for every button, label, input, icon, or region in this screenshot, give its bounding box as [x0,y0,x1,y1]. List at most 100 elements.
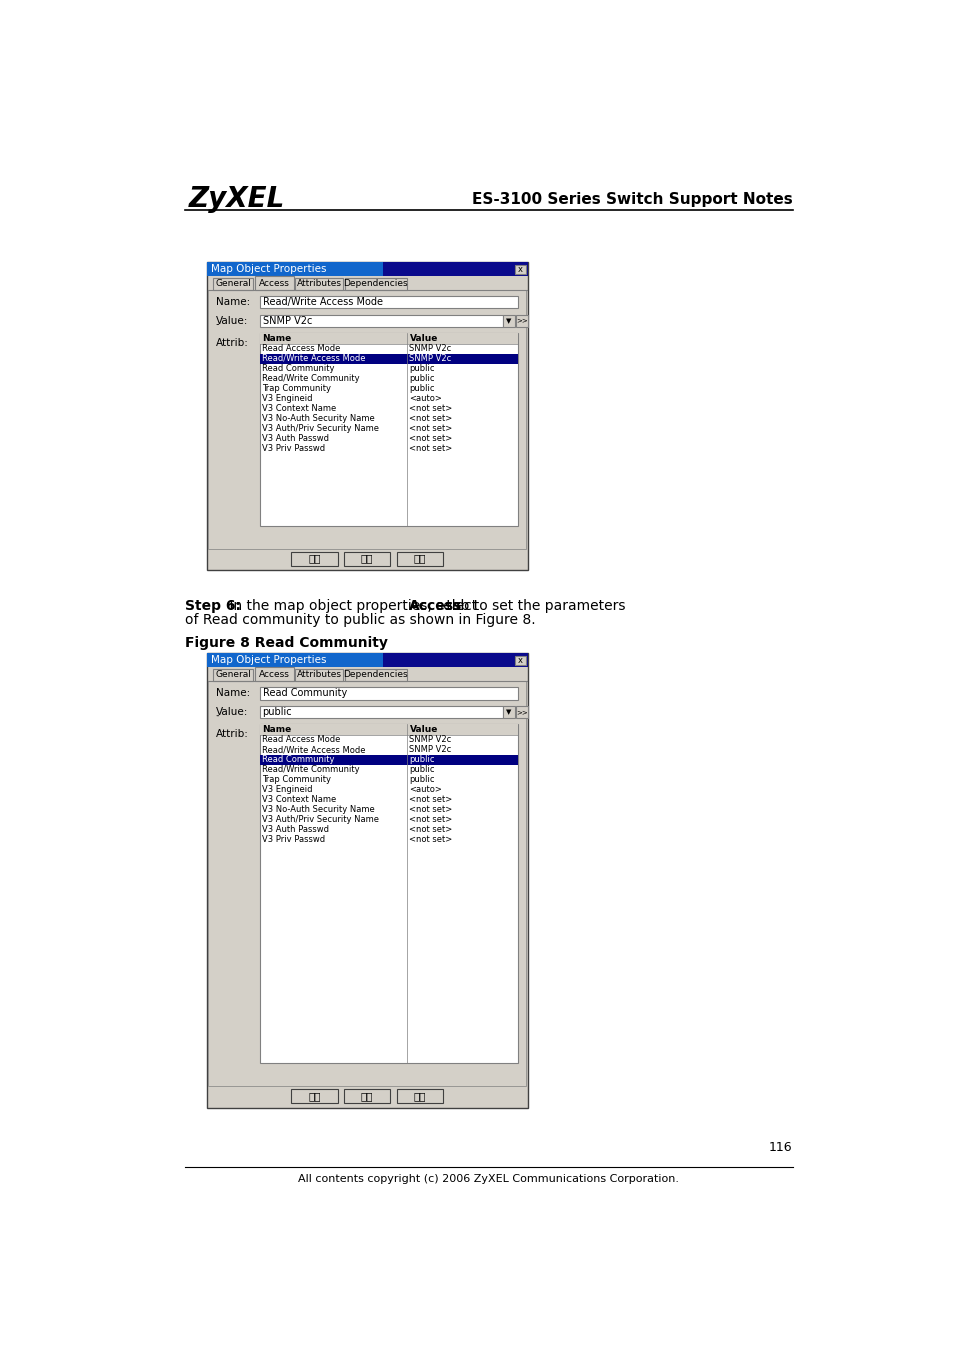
Text: x: x [517,655,522,665]
Text: Read/Write Community: Read/Write Community [261,765,359,774]
Text: <not set>: <not set> [409,444,452,453]
Bar [213,277,253,290]
Text: V3 Engineid: V3 Engineid [261,394,312,403]
Bar [294,277,343,290]
Bar [207,262,382,276]
Text: Access: Access [258,278,290,288]
Bar [259,334,517,345]
Text: SNMP V2c: SNMP V2c [409,345,451,353]
Text: 說明: 說明 [414,554,426,563]
Bar [254,667,294,681]
Text: 確定: 確定 [308,554,320,563]
Bar [259,354,517,363]
Text: <auto>: <auto> [409,785,441,794]
Bar [294,669,343,681]
Text: >>: >> [516,317,528,324]
Bar [207,654,527,667]
Text: public: public [409,755,435,765]
Text: SNMP V2c: SNMP V2c [409,746,451,754]
Text: Dependencies: Dependencies [343,670,408,680]
Bar [516,315,528,327]
Bar [259,296,517,308]
Text: Read/Write Access Mode: Read/Write Access Mode [261,354,365,363]
Text: Trap Community: Trap Community [261,775,331,784]
Text: >>: >> [516,709,528,715]
Text: SNMP V2c: SNMP V2c [409,354,451,363]
Text: Read Access Mode: Read Access Mode [261,735,340,744]
Bar [207,654,527,1108]
Text: V3 Engineid: V3 Engineid [261,785,312,794]
Text: V3 No-Auth Security Name: V3 No-Auth Security Name [261,805,375,815]
Bar [344,669,406,681]
Text: Access: Access [409,600,462,613]
Text: Name:: Name: [216,689,250,698]
Text: <auto>: <auto> [409,394,441,403]
Text: General: General [215,280,251,288]
Bar [502,315,515,327]
Text: <not set>: <not set> [409,835,452,844]
Text: All contents copyright (c) 2006 ZyXEL Communications Corporation.: All contents copyright (c) 2006 ZyXEL Co… [298,1174,679,1183]
Text: Read/Write Community: Read/Write Community [261,374,359,382]
Bar [396,1089,443,1102]
Text: public: public [409,374,435,382]
Text: 116: 116 [768,1142,792,1154]
Text: tab to set the parameters: tab to set the parameters [442,600,625,613]
Bar [344,277,406,290]
Text: Name:: Name: [216,297,250,307]
Bar [259,724,517,1063]
Bar [515,655,525,665]
Text: Value:: Value: [216,316,248,326]
Text: V3 Priv Passwd: V3 Priv Passwd [261,444,325,453]
Bar [515,265,525,274]
Text: x: x [517,265,522,274]
Text: In the map object properties, select: In the map object properties, select [225,600,481,613]
Text: General: General [215,670,251,680]
Bar [208,681,525,1086]
Text: SNMP V2c: SNMP V2c [262,316,312,326]
Text: V3 Auth/Priv Security Name: V3 Auth/Priv Security Name [261,424,378,434]
Text: <not set>: <not set> [409,805,452,815]
Text: Read Community: Read Community [261,755,334,765]
Text: public: public [409,363,435,373]
Bar [259,755,517,765]
Text: Attrib:: Attrib: [216,338,249,347]
Bar [291,1089,337,1102]
Text: Read Access Mode: Read Access Mode [261,345,340,353]
Text: <not set>: <not set> [409,404,452,413]
Bar [259,315,502,327]
Bar [207,654,382,667]
Text: Value: Value [410,725,437,734]
Text: public: public [409,775,435,784]
Bar [516,705,528,719]
Text: V3 Context Name: V3 Context Name [261,404,335,413]
Text: 取消: 取消 [360,1092,374,1101]
Bar [344,551,390,566]
Text: Trap Community: Trap Community [261,384,331,393]
Text: ▼: ▼ [506,317,511,324]
Text: Name: Name [262,725,292,734]
Text: Access: Access [258,670,290,678]
Text: <not set>: <not set> [409,424,452,434]
Text: Attributes: Attributes [296,670,341,680]
Text: <not set>: <not set> [409,796,452,804]
Bar [213,669,253,681]
Text: Figure 8 Read Community: Figure 8 Read Community [185,636,388,650]
Text: of Read community to public as shown in Figure 8.: of Read community to public as shown in … [185,612,536,627]
Text: Read Community: Read Community [262,689,347,698]
Bar [396,551,443,566]
Bar [259,705,502,719]
Text: 說明: 說明 [414,1092,426,1101]
Text: ▼: ▼ [506,709,511,715]
Text: <not set>: <not set> [409,825,452,834]
Text: Map Object Properties: Map Object Properties [211,655,326,665]
Text: public: public [409,384,435,393]
Bar [208,290,525,549]
Text: Read/Write Access Mode: Read/Write Access Mode [262,297,382,307]
Text: 確定: 確定 [308,1092,320,1101]
Text: Value: Value [410,334,437,343]
Text: V3 Context Name: V3 Context Name [261,796,335,804]
Text: Step 6:: Step 6: [185,600,241,613]
Text: Read Community: Read Community [261,363,334,373]
Bar [254,276,294,290]
Text: Attrib:: Attrib: [216,728,249,739]
